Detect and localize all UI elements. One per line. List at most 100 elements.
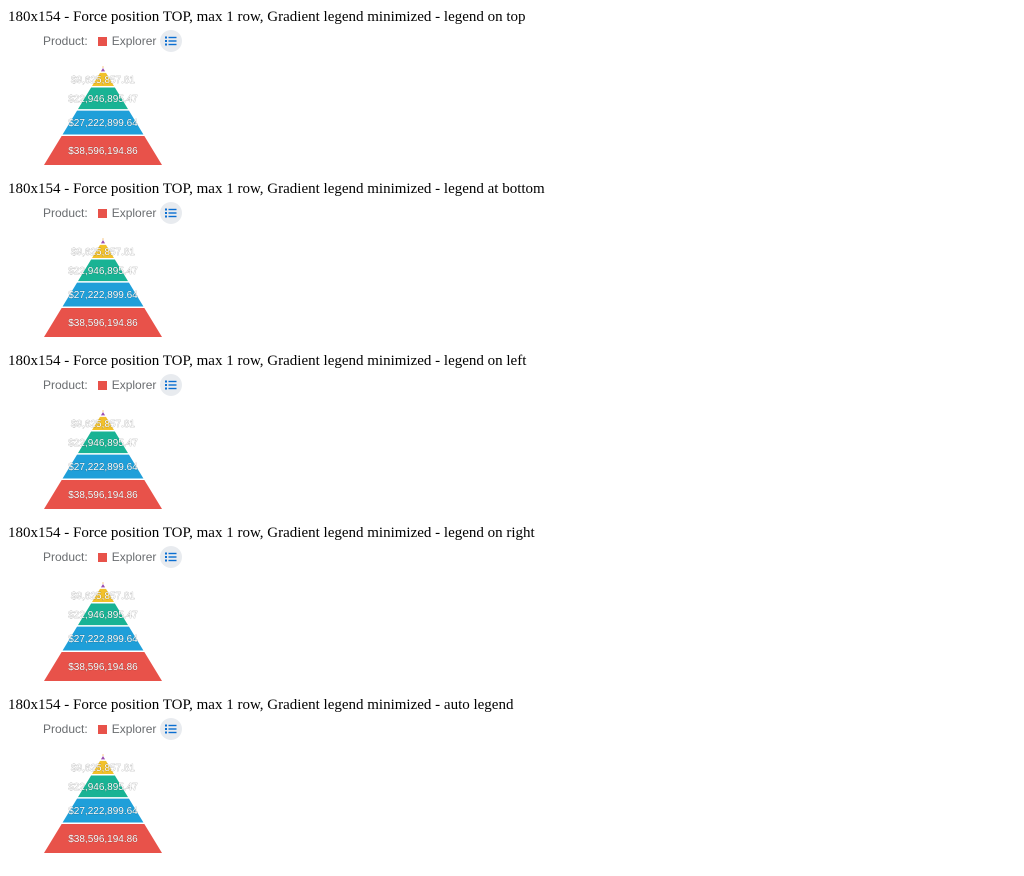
section-title: 180x154 - Force position TOP, max 1 row,…: [8, 353, 527, 369]
pyramid-segment[interactable]: [92, 588, 114, 603]
legend-label: Product:: [43, 722, 88, 736]
chart-section: 180x154 - Force position TOP, max 1 row,…: [0, 0, 1024, 172]
segment-data-label: $27,222,899.64: [68, 634, 138, 645]
chart-section: 180x154 - Force position TOP, max 1 row,…: [0, 688, 1024, 860]
legend: Product: Explorer: [43, 30, 183, 52]
segment-data-label: $22,946,895.47: [68, 266, 138, 277]
legend-item-explorer[interactable]: Explorer: [97, 722, 157, 736]
chart-section: 180x154 - Force position TOP, max 1 row,…: [0, 344, 1024, 516]
section-title: 180x154 - Force position TOP, max 1 row,…: [8, 9, 526, 25]
section-title: 180x154 - Force position TOP, max 1 row,…: [8, 525, 535, 541]
legend-swatch: [97, 724, 107, 734]
legend-item-explorer[interactable]: Explorer: [97, 378, 157, 392]
pyramid-segment[interactable]: [100, 412, 106, 416]
segment-data-label: $22,946,895.47: [68, 782, 138, 793]
legend-toggle-button[interactable]: [160, 30, 183, 52]
legend-toggle-button[interactable]: [160, 546, 183, 568]
chart-section: 180x154 - Force position TOP, max 1 row,…: [0, 516, 1024, 688]
pyramid-segment[interactable]: [62, 110, 144, 135]
legend-toggle-button[interactable]: [160, 202, 183, 224]
pyramid-segment[interactable]: [77, 87, 129, 110]
legend-swatch: [97, 380, 107, 390]
segment-data-label: $27,222,899.64: [68, 806, 138, 817]
pyramid-segment[interactable]: [100, 240, 106, 244]
pyramid-segment[interactable]: [44, 651, 162, 681]
pyramid-segment[interactable]: [102, 582, 104, 584]
legend-item-label: Explorer: [111, 722, 157, 736]
pyramid-segment[interactable]: [62, 798, 144, 823]
pyramid-segment[interactable]: [92, 416, 114, 431]
segment-data-label: $27,222,899.64: [68, 462, 138, 473]
segment-data-label: $38,596,194.86: [68, 146, 138, 157]
pyramid-segment[interactable]: [44, 307, 162, 337]
pyramid-segment[interactable]: [100, 756, 106, 760]
segment-data-label: $9,625,857.81: [71, 763, 135, 774]
segment-data-label: $22,946,895.47: [68, 438, 138, 449]
segment-data-label: $27,222,899.64: [68, 290, 138, 301]
pyramid-segment[interactable]: [100, 584, 106, 588]
segment-data-label: $38,596,194.86: [68, 662, 138, 673]
pyramid-segment[interactable]: [102, 66, 104, 68]
list-icon: [165, 724, 177, 734]
legend-item-label: Explorer: [111, 34, 157, 48]
pyramid-chart: $38,596,194.86 $27,222,899.64 $22,946,895.…: [44, 238, 162, 337]
segment-data-label: $9,625,857.81: [71, 591, 135, 602]
section-title: 180x154 - Force position TOP, max 1 row,…: [8, 181, 545, 197]
segment-data-label: $9,625,857.81: [71, 419, 135, 430]
segment-data-label: $22,946,895.47: [68, 610, 138, 621]
pyramid-segment[interactable]: [77, 603, 129, 626]
pyramid-chart: $38,596,194.86 $27,222,899.64 $22,946,895.…: [44, 66, 162, 165]
segment-data-label: $27,222,899.64: [68, 118, 138, 129]
pyramid-segment[interactable]: [92, 72, 114, 87]
pyramid-segment[interactable]: [44, 135, 162, 165]
pyramid-segment[interactable]: [102, 410, 104, 412]
legend: Product: Explorer: [43, 202, 183, 224]
pyramid-segment[interactable]: [62, 282, 144, 307]
pyramid-segment[interactable]: [62, 454, 144, 479]
segment-data-label: $38,596,194.86: [68, 318, 138, 329]
legend-label: Product:: [43, 550, 88, 564]
list-icon: [165, 552, 177, 562]
legend-item-explorer[interactable]: Explorer: [97, 550, 157, 564]
pyramid-segment[interactable]: [44, 479, 162, 509]
pyramid-segment[interactable]: [44, 823, 162, 853]
chart-section: 180x154 - Force position TOP, max 1 row,…: [0, 172, 1024, 344]
legend-toggle-button[interactable]: [160, 718, 183, 740]
pyramid-segment[interactable]: [102, 238, 104, 240]
pyramid-segment[interactable]: [100, 68, 106, 72]
legend-item-label: Explorer: [111, 378, 157, 392]
pyramid-chart: $38,596,194.86 $27,222,899.64 $22,946,895.…: [44, 582, 162, 681]
pyramid-segment[interactable]: [77, 259, 129, 282]
section-title: 180x154 - Force position TOP, max 1 row,…: [8, 697, 514, 713]
legend-item-explorer[interactable]: Explorer: [97, 206, 157, 220]
legend-label: Product:: [43, 206, 88, 220]
pyramid-chart: $38,596,194.86 $27,222,899.64 $22,946,895.…: [44, 410, 162, 509]
legend: Product: Explorer: [43, 546, 183, 568]
pyramid-segment[interactable]: [92, 760, 114, 775]
pyramid-segment[interactable]: [102, 754, 104, 756]
segment-data-label: $38,596,194.86: [68, 834, 138, 845]
legend-toggle-button[interactable]: [160, 374, 183, 396]
legend-swatch: [97, 208, 107, 218]
legend-item-explorer[interactable]: Explorer: [97, 34, 157, 48]
legend-item-label: Explorer: [111, 206, 157, 220]
pyramid-segment[interactable]: [62, 626, 144, 651]
segment-data-label: $22,946,895.47: [68, 94, 138, 105]
legend-label: Product:: [43, 378, 88, 392]
list-icon: [165, 380, 177, 390]
legend: Product: Explorer: [43, 718, 183, 740]
legend-label: Product:: [43, 34, 88, 48]
legend-swatch: [97, 552, 107, 562]
legend-swatch: [97, 36, 107, 46]
legend-item-label: Explorer: [111, 550, 157, 564]
segment-data-label: $9,625,857.81: [71, 247, 135, 258]
pyramid-chart: $38,596,194.86 $27,222,899.64 $22,946,895.…: [44, 754, 162, 853]
segment-data-label: $38,596,194.86: [68, 490, 138, 501]
segment-data-label: $9,625,857.81: [71, 75, 135, 86]
list-icon: [165, 36, 177, 46]
pyramid-segment[interactable]: [77, 775, 129, 798]
pyramid-segment[interactable]: [92, 244, 114, 259]
pyramid-segment[interactable]: [77, 431, 129, 454]
legend: Product: Explorer: [43, 374, 183, 396]
list-icon: [165, 208, 177, 218]
